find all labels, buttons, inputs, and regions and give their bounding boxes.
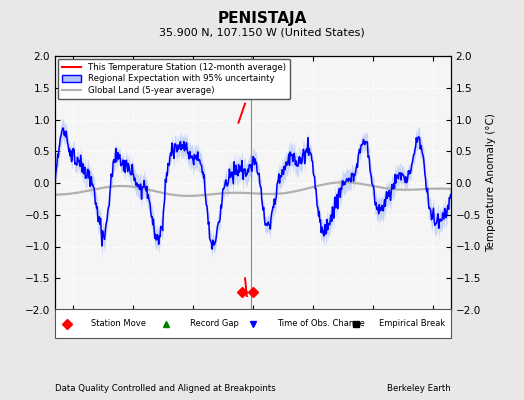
Y-axis label: Temperature Anomaly (°C): Temperature Anomaly (°C) bbox=[486, 114, 496, 252]
Text: PENISTAJA: PENISTAJA bbox=[217, 10, 307, 26]
Text: Station Move: Station Move bbox=[91, 319, 146, 328]
Text: Data Quality Controlled and Aligned at Breakpoints: Data Quality Controlled and Aligned at B… bbox=[55, 384, 276, 393]
Text: Time of Obs. Change: Time of Obs. Change bbox=[277, 319, 365, 328]
Text: Berkeley Earth: Berkeley Earth bbox=[387, 384, 451, 393]
Text: Empirical Break: Empirical Break bbox=[379, 319, 446, 328]
Legend: This Temperature Station (12-month average), Regional Expectation with 95% uncer: This Temperature Station (12-month avera… bbox=[58, 58, 290, 99]
FancyBboxPatch shape bbox=[55, 309, 451, 338]
Text: Record Gap: Record Gap bbox=[190, 319, 238, 328]
Text: 35.900 N, 107.150 W (United States): 35.900 N, 107.150 W (United States) bbox=[159, 28, 365, 38]
